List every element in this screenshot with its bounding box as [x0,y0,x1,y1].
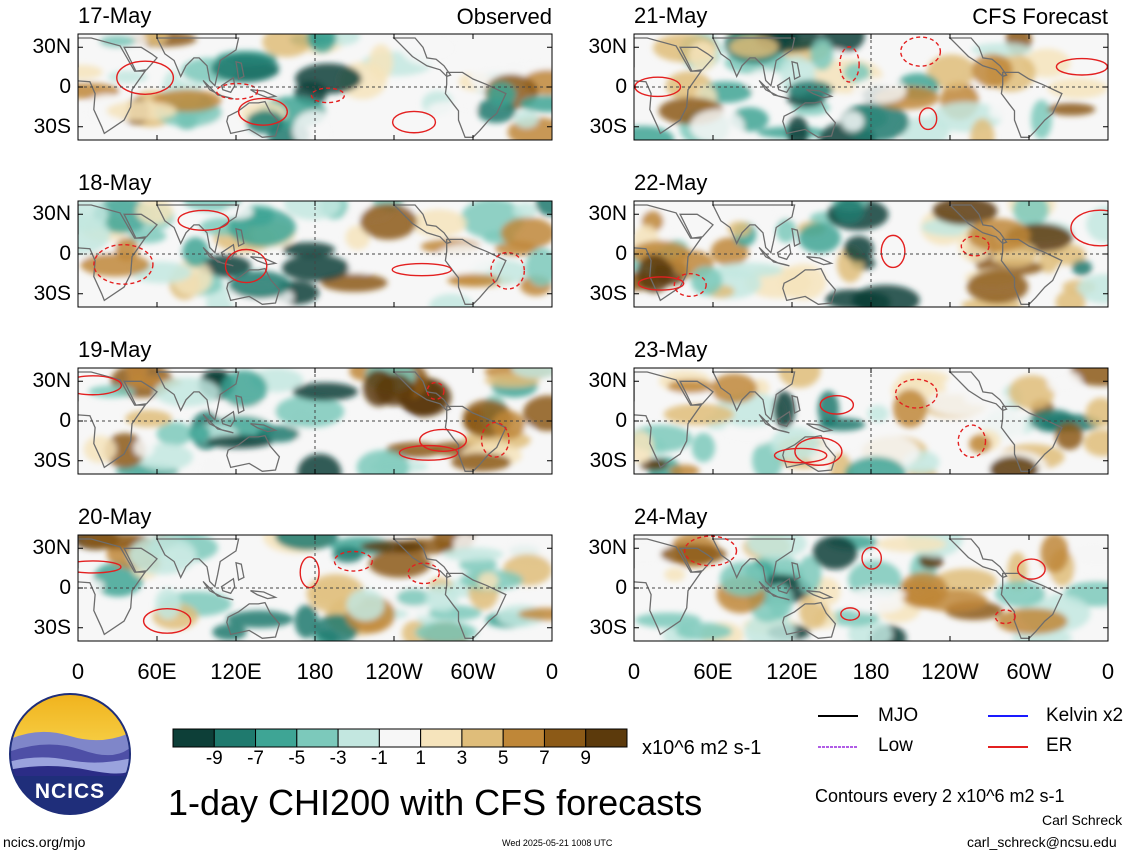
map-panel [633,367,1109,475]
map-panel [77,33,553,141]
colorbar-units: x10^6 m2 s-1 [642,737,762,759]
colorbar-swatch [213,728,257,748]
map-panel [633,33,1109,141]
colorbar-swatch [337,728,380,748]
colorbar [172,728,628,748]
longitude-label: 60W [1006,659,1052,684]
latitude-label: 30S [33,448,71,472]
colorbar-swatch [543,728,587,748]
latitude-label: 0 [615,242,627,265]
latitude-label: 30N [588,35,627,59]
latitude-label: 0 [615,409,627,432]
colorbar-tick-label: -9 [205,748,223,769]
latitude-label: 30S [589,114,627,138]
colorbar-swatch [420,728,463,748]
colorbar-tick-label: 1 [415,748,426,769]
longitude-label: 120E [210,659,262,684]
latitude-label: 0 [59,242,71,265]
longitude-label: 60W [450,659,496,684]
colorbar-swatch [255,728,298,748]
latitude-label: 30S [589,281,627,305]
colorbar-tick-label: 5 [497,748,509,769]
map-panel [77,200,553,308]
colorbar-tick-label: -3 [329,748,347,769]
map-panel [633,200,1109,308]
colorbar-swatch [172,728,215,748]
colorbar-swatch [502,728,545,748]
logo-text: NCICS [35,780,105,803]
footer-url: ncics.org/mjo [3,834,86,850]
colorbar-tick-label: -5 [288,748,306,769]
latitude-label: 30S [33,281,71,305]
longitude-label: 0 [627,659,641,684]
colorbar-tick-label: 7 [539,748,550,769]
colorbar-tick-label: 3 [456,748,468,769]
colorbar-tick-label: 9 [580,748,591,769]
colorbar-tick-label: -7 [247,748,264,769]
longitude-label: 120E [766,659,818,684]
latitude-label: 30N [32,536,71,560]
legend-low: Low [878,735,913,756]
longitude-label: 0 [545,659,559,684]
latitude-label: 30N [588,202,627,226]
longitude-label: 60E [693,659,733,684]
longitude-label: 180 [852,659,890,684]
panel-type-label: CFS Forecast [972,4,1108,29]
panel-date: 24-May [634,504,708,529]
longitude-label: 120W [921,659,979,684]
colorbar-swatch [585,728,628,748]
latitude-label: 0 [59,409,71,432]
contour-note: Contours every 2 x10^6 m2 s-1 [815,786,1065,806]
colorbar-swatch [378,728,422,748]
legend-mjo: MJO [878,705,919,726]
panel-date: 19-May [78,337,152,362]
panel-type-label: Observed [456,4,552,29]
legend-kelvin: Kelvin x2 [1046,705,1124,726]
panel-date: 17-May [78,3,152,28]
latitude-label: 0 [615,75,627,98]
longitude-label: 180 [296,659,334,684]
panel-date: 21-May [634,3,708,28]
latitude-label: 30N [32,369,71,393]
longitude-label: 60E [137,659,177,684]
legend-er: ER [1046,735,1073,756]
footer-timestamp: Wed 2025-05-21 1008 UTC [502,838,613,848]
map-panel [77,534,553,642]
map-panel [77,367,553,475]
latitude-label: 30S [589,615,627,639]
latitude-label: 0 [615,576,627,599]
latitude-label: 30S [589,448,627,472]
longitude-label: 120W [365,659,423,684]
latitude-label: 30S [33,615,71,639]
latitude-label: 30S [33,114,71,138]
latitude-label: 30N [32,202,71,226]
footer-author: Carl Schreck [1042,812,1123,828]
latitude-label: 0 [59,576,71,599]
latitude-label: 30N [32,35,71,59]
colorbar-swatch [296,728,339,748]
ncics-logo: NCICS [9,693,131,815]
panel-date: 23-May [634,337,708,362]
longitude-label: 0 [71,659,85,684]
latitude-label: 30N [588,369,627,393]
map-panel [633,534,1109,642]
panel-date: 18-May [78,170,152,195]
colorbar-tick-label: -1 [370,748,388,769]
longitude-label: 0 [1101,659,1115,684]
colorbar-swatch [461,728,504,748]
latitude-label: 0 [59,75,71,98]
panel-date: 20-May [78,504,152,529]
figure-title: 1-day CHI200 with CFS forecasts [168,782,703,823]
panel-date: 22-May [634,170,708,195]
latitude-label: 30N [588,536,627,560]
footer-email: carl_schreck@ncsu.edu [967,834,1117,850]
